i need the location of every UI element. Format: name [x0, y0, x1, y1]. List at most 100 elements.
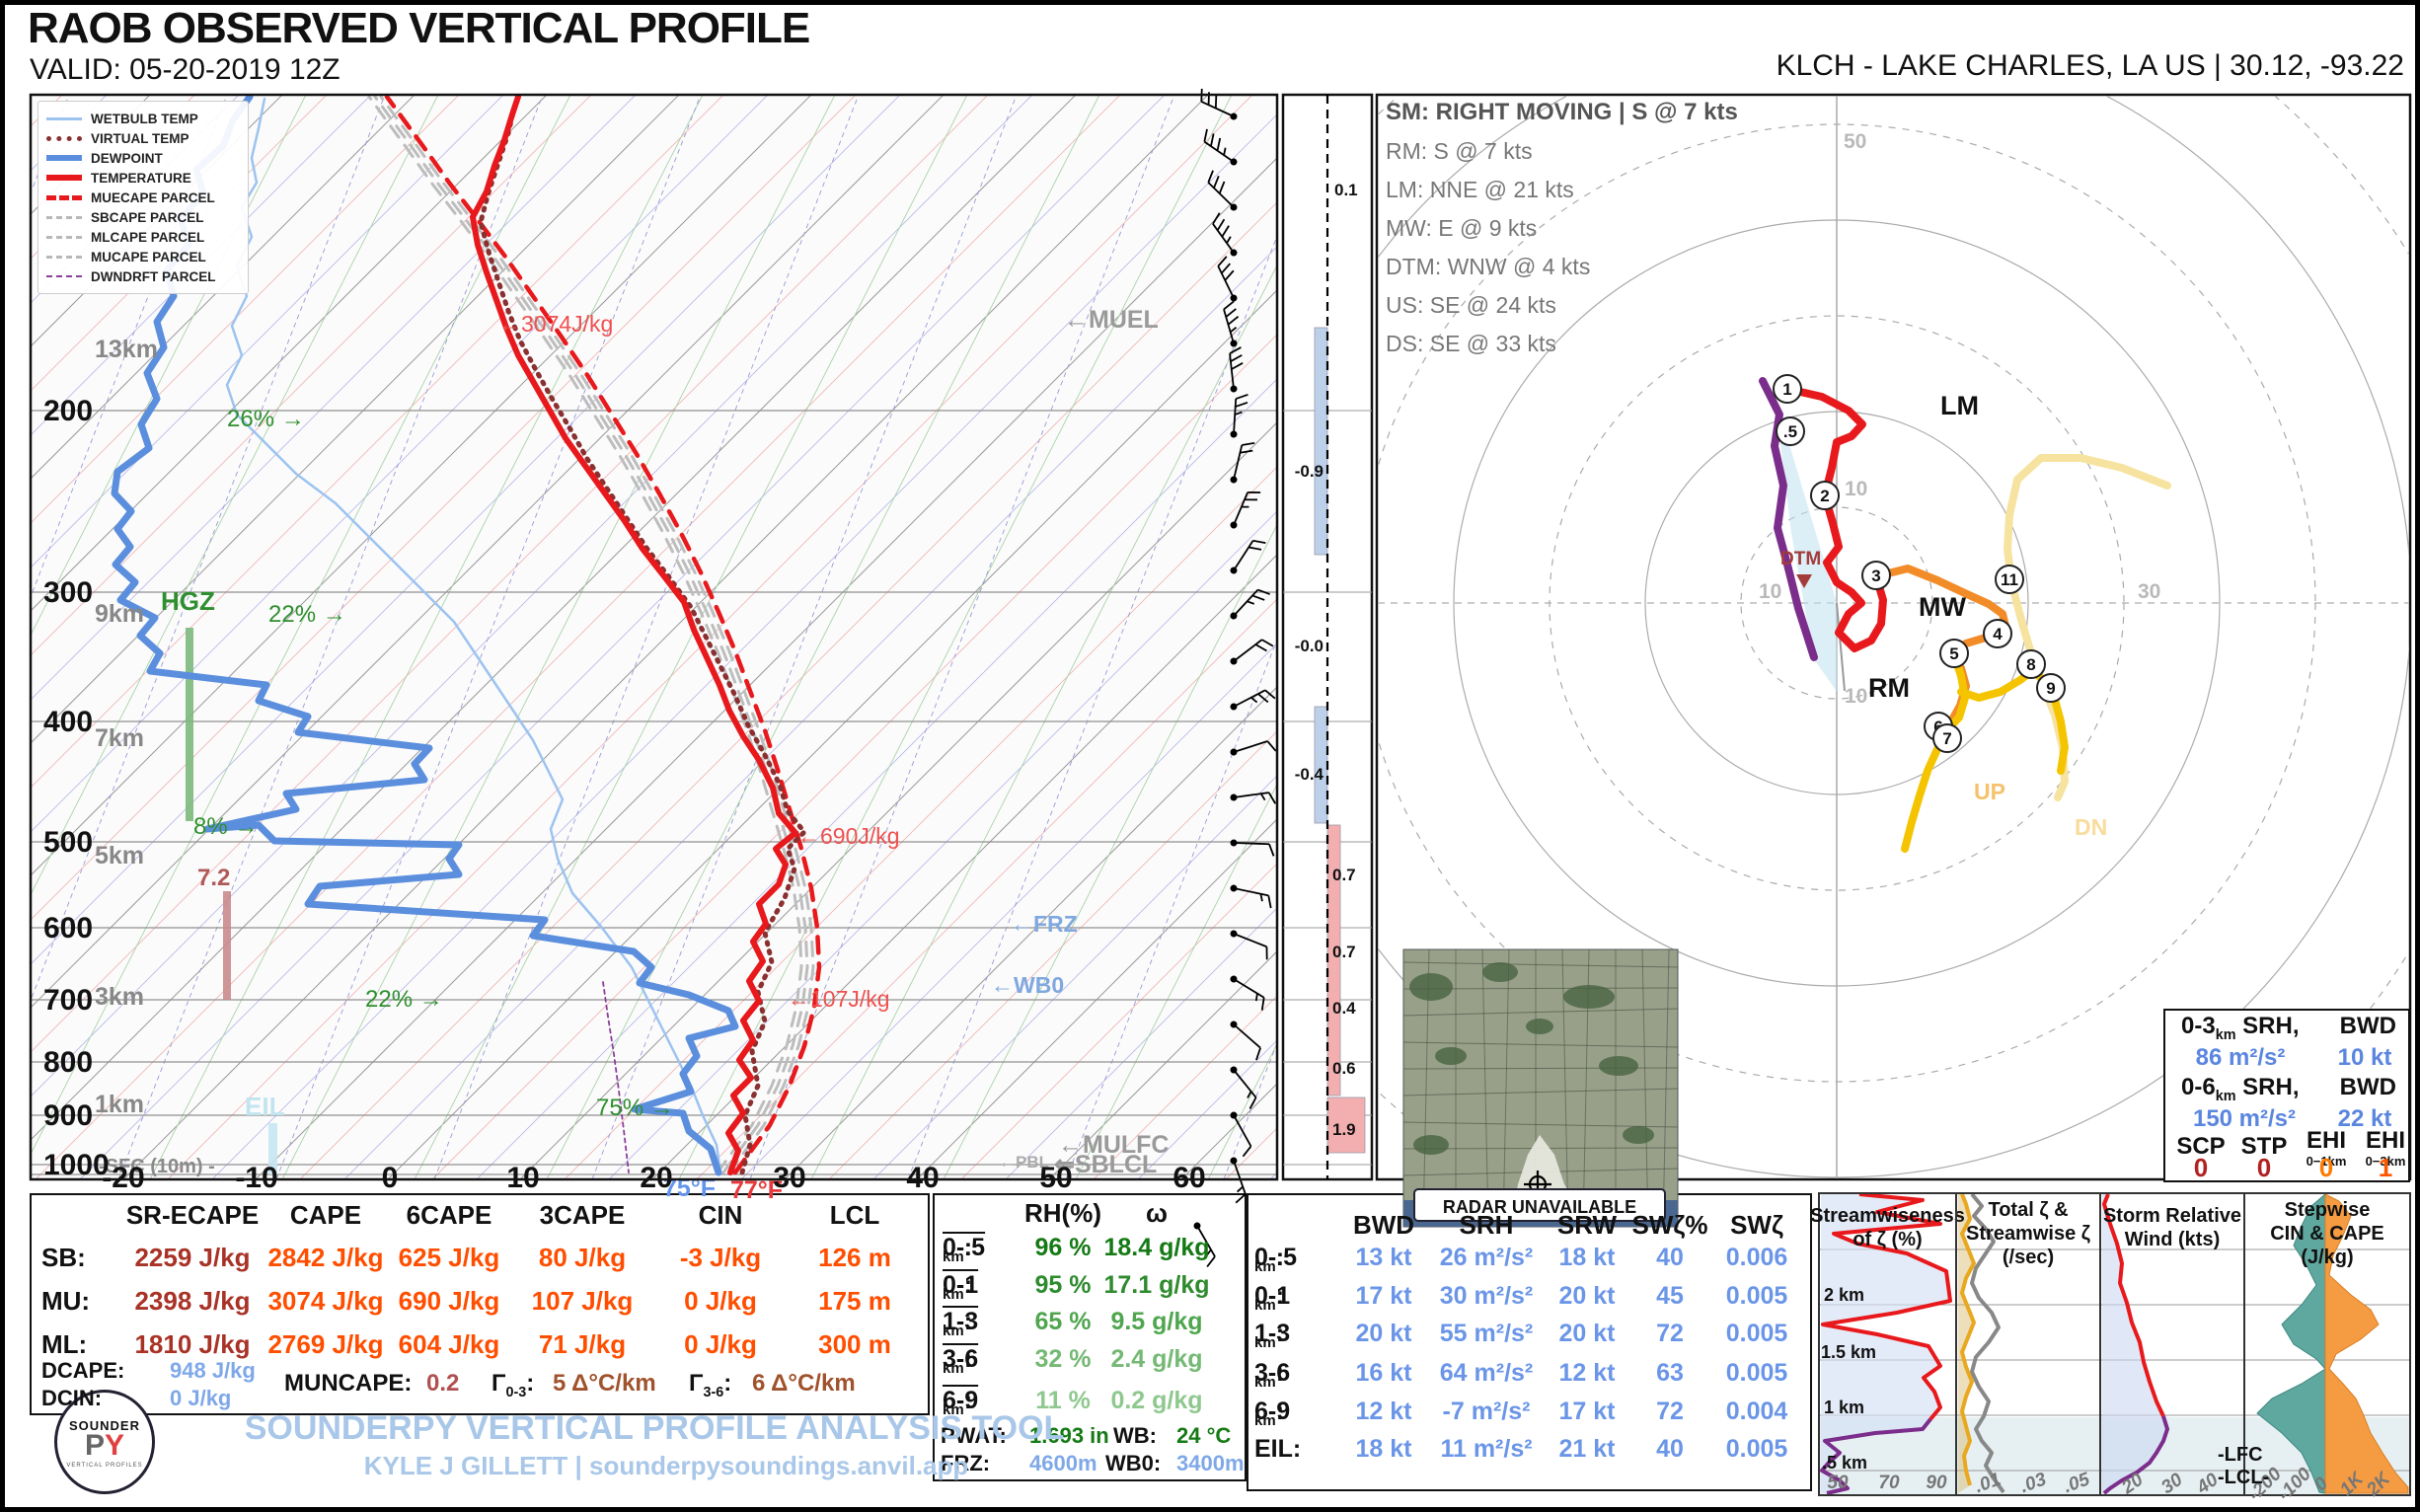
legend-item-label: DEWPOINT	[91, 150, 163, 166]
legend-item-dwndrft: DWNDRFT PARCEL	[46, 266, 240, 286]
dwndrft-line-swatch	[46, 275, 82, 277]
hodo-label-lm: LM	[1940, 391, 1979, 420]
svg-text:CIN & CAPE: CIN & CAPE	[2270, 1223, 2384, 1245]
streamwise-vorticity-curve	[1960, 1193, 1976, 1486]
pressure-tick-800: 800	[43, 1046, 93, 1079]
svg-text:7: 7	[1942, 729, 1951, 748]
svg-text:1.5 km: 1.5 km	[1821, 1342, 1876, 1362]
pressure-tick-400: 400	[43, 706, 93, 738]
temp-tick-60: 60	[1172, 1162, 1205, 1194]
annotation-hgz: HGZ	[161, 586, 215, 616]
svg-text:(J/kg): (J/kg)	[2301, 1247, 2353, 1268]
svg-text:(/sec): (/sec)	[2003, 1247, 2054, 1268]
hodo-label-up: UP	[1974, 779, 2005, 804]
radar-map-inset: RADAR UNAVAILABLE	[1402, 948, 1679, 1228]
storm-motion-mw: MW: E @ 9 kts	[1386, 215, 1538, 241]
hodo-marker-11: 11	[1995, 565, 2024, 594]
storm-motion-rm: RM: S @ 7 kts	[1386, 138, 1533, 164]
annotation-8-: 8% →	[193, 813, 258, 840]
page-title: RAOB OBSERVED VERTICAL PROFILE	[28, 4, 810, 52]
temp-tick-30: 30	[773, 1162, 805, 1194]
dewpoint-curve	[111, 95, 739, 1176]
annotation-77-f: 77°F	[730, 1176, 783, 1204]
pressure-tick-300: 300	[43, 576, 93, 609]
annotation--107j-kg: ←107J/kg	[788, 986, 890, 1012]
hodo-marker-7: 7	[1932, 723, 1962, 753]
skewt-annotations: 26% → 22% → HGZ 8% → 7.2 22% → 75% → EIL ←3074J/…	[43, 306, 1206, 1204]
hgz-bar	[186, 628, 193, 821]
svg-text:-LCL-: -LCL-	[2218, 1467, 2269, 1488]
pressure-tick-200: 200	[43, 395, 93, 427]
svg-text:11: 11	[2001, 570, 2018, 589]
omega-value: 0.7	[1332, 866, 1356, 884]
legend-item-muecape: MUECAPE PARCEL	[46, 188, 240, 207]
svg-text:4: 4	[1993, 625, 2003, 643]
annotation-eil: EIL	[245, 1092, 285, 1121]
streamwiseness-curve-low	[1820, 1417, 1932, 1495]
height-label-9km: 9km	[95, 600, 144, 628]
logo-text-sounder: SOUNDER	[68, 1418, 140, 1433]
muecape-parcel-curve	[384, 95, 822, 1175]
dewpoint-line-swatch	[46, 155, 82, 161]
hodo-trace-0-1km	[1759, 377, 1818, 661]
cape-parcel-curve	[379, 95, 815, 1174]
pressure-tick-700: 700	[43, 984, 93, 1017]
legend-item-label: WETBULB TEMP	[91, 111, 198, 126]
hodo-marker-5: 5	[1939, 639, 1969, 668]
hodo-label-rm: RM	[1868, 673, 1910, 703]
height-label-13km: 13km	[95, 336, 158, 363]
storm-motion-sm: SM: RIGHT MOVING | S @ 7 kts	[1386, 99, 1738, 125]
annotation--sfc-10m-: -SFC (10m) -	[99, 1156, 215, 1177]
svg-text:.5: .5	[1783, 422, 1797, 441]
storm-motion-us: US: SE @ 24 kts	[1386, 292, 1556, 318]
svg-text:30: 30	[2138, 580, 2160, 603]
svg-text:Stepwise: Stepwise	[2285, 1199, 2371, 1221]
skewt-border	[29, 93, 1279, 1181]
omega-value: 1.9	[1332, 1120, 1356, 1139]
height-label-1km: 1km	[95, 1091, 144, 1118]
height-label-7km: 7km	[95, 724, 144, 752]
omega-value: 0.4	[1332, 999, 1356, 1018]
hodo-marker-1: 1	[1773, 374, 1802, 404]
legend-item-label: DWNDRFT PARCEL	[91, 268, 216, 284]
svg-text:Streamwise ζ: Streamwise ζ	[1966, 1223, 2090, 1245]
omega-value: -0.4	[1295, 765, 1324, 784]
svg-text:Storm Relative: Storm Relative	[2103, 1205, 2241, 1227]
skewt-plot	[31, 95, 1277, 1179]
hodo-marker-4: 4	[1983, 619, 2012, 648]
temp-tick-20: 20	[640, 1162, 672, 1194]
svg-text:3: 3	[1871, 567, 1880, 585]
legend-item-virtual: VIRTUAL TEMP	[46, 128, 240, 148]
thermo-table-box	[30, 1193, 930, 1415]
hodo-trace-6-9km	[1957, 666, 2069, 775]
annotation--690j-kg: ←690J/kg	[797, 823, 900, 849]
svg-text:.5 km: .5 km	[1822, 1453, 1867, 1473]
omega-value: 0.6	[1332, 1059, 1356, 1078]
pressure-tick-600: 600	[43, 912, 93, 945]
legend-item-temperature: TEMPERATURE	[46, 168, 240, 188]
svg-text:5: 5	[1949, 644, 1958, 663]
station-info: KLCH - LAKE CHARLES, LA US | 30.12, -93.…	[1776, 49, 2404, 82]
sbcape-line-swatch	[46, 215, 82, 219]
svg-text:70: 70	[1878, 1473, 1900, 1493]
svg-text:8: 8	[2026, 655, 2035, 674]
cape-parcel-curve	[373, 95, 809, 1174]
svg-text:Wind (kts): Wind (kts)	[2125, 1229, 2220, 1250]
hodo-label-dtm: DTM	[1780, 549, 1821, 569]
sounding-curves	[111, 95, 822, 1176]
legend-item-sbcape: SBCAPE PARCEL	[46, 207, 240, 227]
annotation--wb0: ←WB0	[991, 972, 1064, 998]
temp-tick-0: 0	[382, 1162, 399, 1194]
svg-text:9: 9	[2046, 679, 2055, 698]
virtual-temp-curve	[478, 101, 807, 1175]
logo-text-small: VERTICAL PROFILES	[66, 1463, 143, 1469]
hodo-trace-1-3km	[1783, 385, 1887, 652]
pressure-tick-1000: 1000	[43, 1149, 110, 1181]
dwndrft-parcel-curve	[602, 981, 630, 1173]
temp-tick--10: -10	[235, 1162, 277, 1194]
svg-text:1 km: 1 km	[1824, 1398, 1864, 1417]
omega-value: -0.0	[1295, 637, 1323, 655]
radar-unavailable-label: RADAR UNAVAILABLE	[1443, 1197, 1636, 1217]
